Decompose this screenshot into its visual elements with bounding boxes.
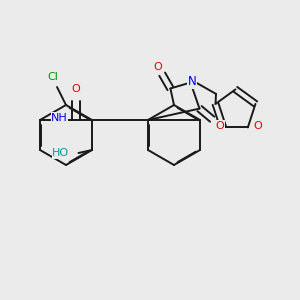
Text: NH: NH <box>51 112 68 123</box>
Text: HO: HO <box>52 148 70 158</box>
Text: Cl: Cl <box>47 71 58 82</box>
Text: O: O <box>154 62 162 72</box>
Text: O: O <box>215 121 224 130</box>
Text: O: O <box>253 121 262 131</box>
Text: O: O <box>72 84 80 94</box>
Text: N: N <box>188 75 196 88</box>
